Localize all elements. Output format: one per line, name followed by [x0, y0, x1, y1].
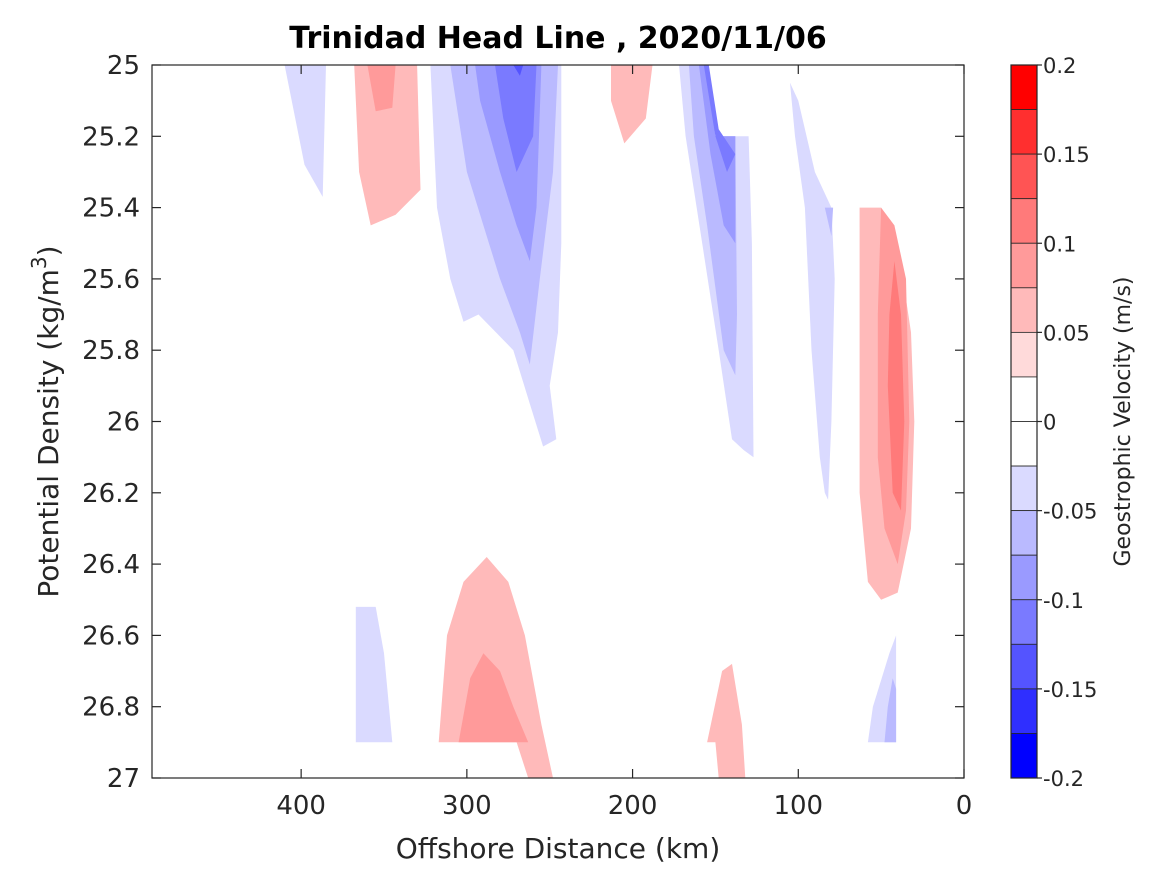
x-tick-label: 200 [608, 791, 658, 821]
contour-region-2 [367, 65, 396, 112]
y-tick-label: 26.2 [82, 479, 140, 509]
contour-region-21 [707, 663, 746, 778]
chart-title: Trinidad Head Line , 2020/11/06 [289, 21, 826, 56]
colorbar-swatch-10 [1010, 510, 1038, 556]
contour-region-7 [513, 65, 524, 76]
y-tick-label: 25.6 [82, 265, 140, 295]
colorbar-title: Geostrophic Velocity (m/s) [1111, 276, 1136, 566]
colorbar-swatch-9 [1010, 465, 1038, 512]
x-tick-label: 100 [773, 791, 823, 821]
colorbar: 0.2 0.15 0.1 0.05 0 -0.05 -0.1 -0.15 -0.2 [1010, 54, 1097, 791]
colorbar-swatch-1 [1010, 109, 1038, 155]
colorbar-tick-label: -0.15 [1043, 678, 1097, 702]
contour-region-0 [284, 65, 326, 197]
colorbar-swatch-5 [1010, 287, 1038, 333]
y-tick-label: 25.2 [82, 122, 140, 152]
colorbar-swatch-3 [1010, 198, 1038, 244]
y-axis-label-close: ) [32, 245, 65, 256]
colorbar-tick-label: -0.05 [1043, 500, 1097, 524]
y-tick-label: 26 [107, 408, 140, 438]
contour-region-11 [698, 65, 736, 244]
axis-ticks: 400 300 200 100 0 25 25.2 25.4 25.6 25.8 26 26.2 26.… [82, 51, 972, 821]
colorbar-tick-label: -0.2 [1043, 767, 1084, 791]
x-axis-label: Offshore Distance (km) [396, 832, 721, 865]
colorbar-tick-label: 0.1 [1043, 232, 1076, 256]
colorbar-swatch-15 [1010, 733, 1038, 779]
contour-region-1 [354, 65, 421, 226]
y-tick-label: 27 [107, 764, 140, 794]
colorbar-swatch-14 [1010, 688, 1038, 734]
y-axis-label-main: Potential Density (kg/m [32, 269, 65, 598]
contour-region-13 [790, 82, 835, 500]
contour-region-18 [355, 606, 393, 743]
y-tick-label: 25 [107, 51, 140, 81]
colorbar-swatch-7 [1010, 376, 1038, 422]
contour-region-23 [884, 678, 897, 743]
y-axis-label: Potential Density (kg/m3) [27, 245, 65, 597]
x-tick-label: 400 [276, 791, 326, 821]
y-tick-label: 26.6 [82, 621, 140, 651]
colorbar-swatch-6 [1010, 331, 1038, 378]
colorbar-swatch-12 [1010, 599, 1038, 645]
colorbar-tick-label: 0.2 [1043, 54, 1076, 78]
y-tick-label: 26.4 [82, 550, 140, 580]
colorbar-swatch-2 [1010, 153, 1038, 200]
colorbar-tick-label: -0.1 [1043, 589, 1084, 613]
contour-region-17 [887, 261, 905, 511]
colorbar-tick-label: 0.05 [1043, 321, 1090, 345]
colorbar-tick-label: 0.15 [1043, 143, 1090, 167]
y-axis-label-sup: 3 [27, 256, 51, 269]
y-tick-label: 25.8 [82, 336, 140, 366]
y-tick-label: 25.4 [82, 194, 140, 224]
x-tick-label: 0 [956, 791, 973, 821]
colorbar-swatch-11 [1010, 554, 1038, 601]
contour-region-8 [611, 65, 653, 144]
colorbar-swatch-0 [1010, 64, 1038, 110]
contour-fills [284, 65, 915, 778]
x-tick-label: 300 [442, 791, 492, 821]
colorbar-tick-label: 0 [1043, 411, 1056, 435]
colorbar-swatch-13 [1010, 643, 1038, 690]
contour-region-6 [495, 65, 537, 172]
colorbar-swatch-4 [1010, 242, 1038, 289]
colorbar-swatch-8 [1010, 421, 1038, 467]
contour-region-14 [824, 207, 834, 237]
contour-region-12 [703, 65, 736, 172]
contour-region-20 [458, 653, 529, 743]
y-tick-label: 26.8 [82, 693, 140, 723]
